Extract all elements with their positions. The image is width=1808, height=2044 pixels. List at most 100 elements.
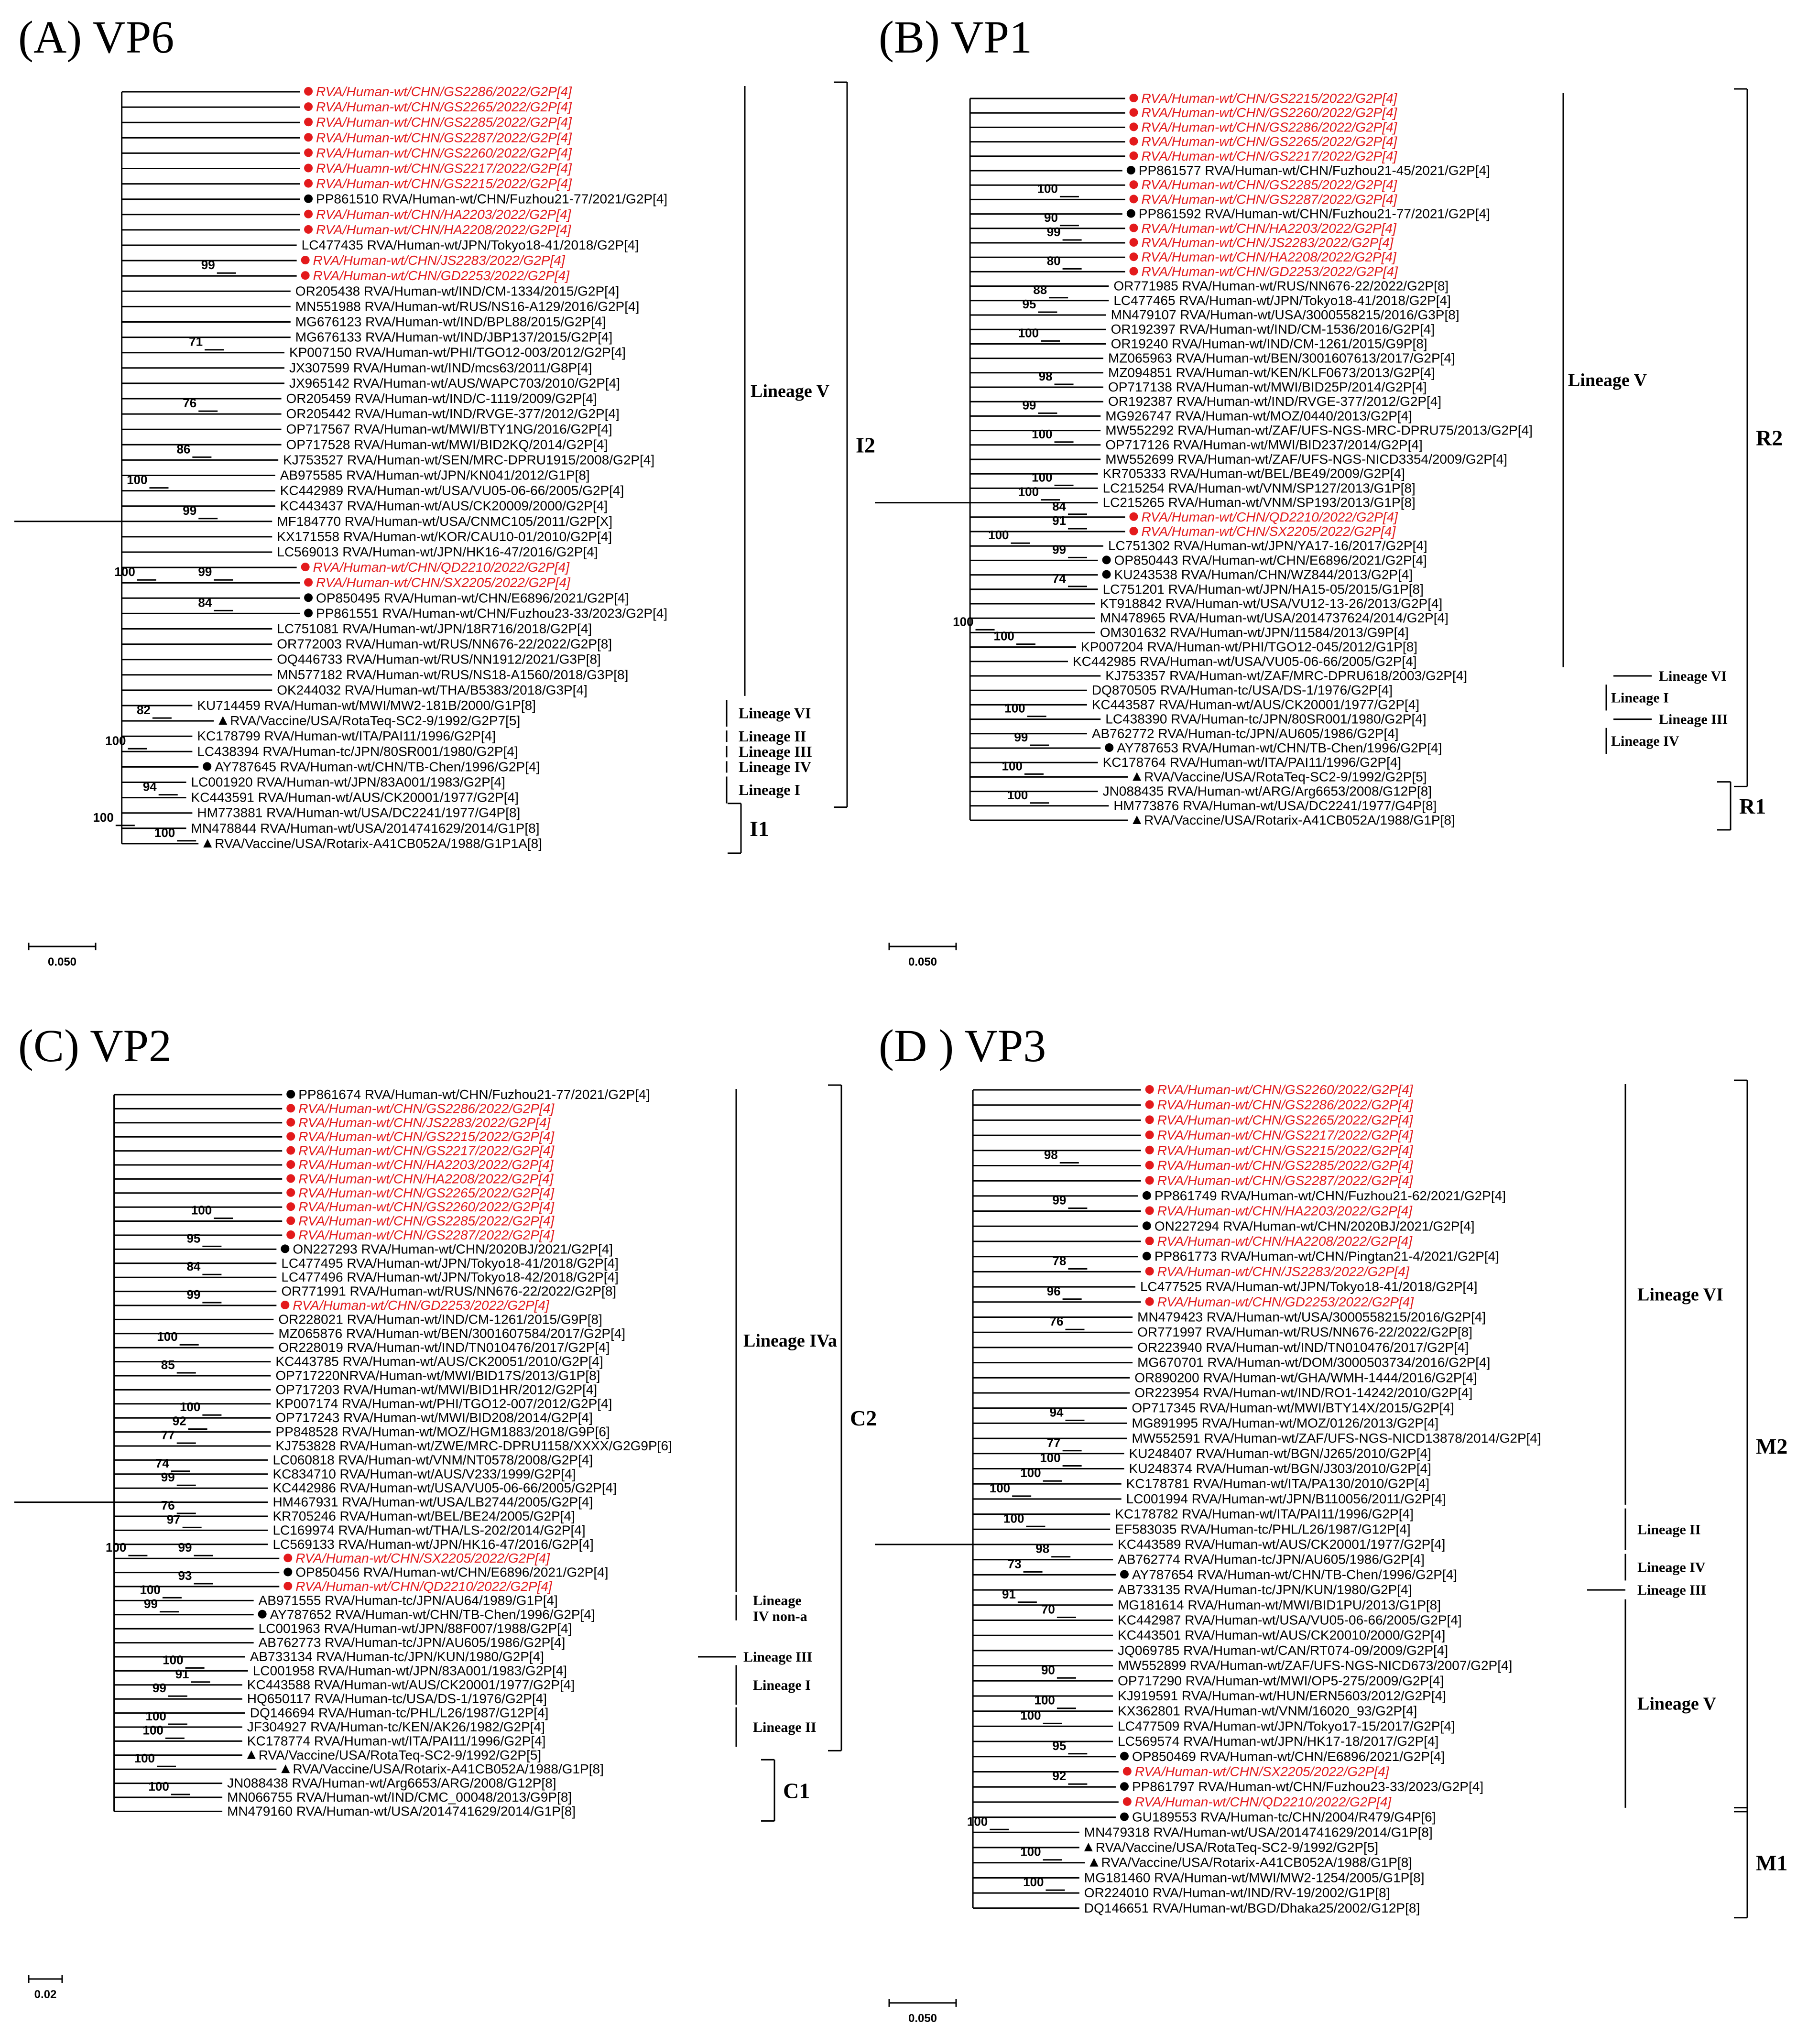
tip-label: OR228021 RVA/Human-wt/IND/CM-1261/2015/G… xyxy=(278,1312,602,1326)
panel-vp1: (B) VP1 RVA/Human-wt/CHN/GS2215/2022/G2P… xyxy=(860,0,1808,1009)
lineage-label: Lineage IV xyxy=(739,758,811,775)
tip-label: KU248374 RVA/Human-wt/BGN/J303/2010/G2P[… xyxy=(1129,1461,1431,1476)
bootstrap-value: 93 xyxy=(178,1568,192,1583)
tip-label: RVA/Vaccine/USA/RotaTeq-SC2-9/1992/G2P[5… xyxy=(259,1748,541,1762)
tip-label: AY787653 RVA/Human-wt/CHN/TB-Chen/1996/G… xyxy=(1117,740,1442,755)
bootstrap-value: 100 xyxy=(140,1582,161,1597)
tip-label: MG181614 RVA/Human-wt/MWI/BID1PU/2013/G1… xyxy=(1118,1598,1441,1612)
black-dot-icon xyxy=(1105,743,1114,752)
tip-label: KX362801 RVA/Human-wt/VNM/16020_93/G2P[4… xyxy=(1118,1704,1417,1718)
tip-label: LC569013 RVA/Human-wt/JPN/HK16-47/2016/G… xyxy=(277,544,598,559)
tip-label: RVA/Human-wt/CHN/GS2217/2022/G2P[4] xyxy=(1157,1128,1414,1142)
tip-label: MG926747 RVA/Human-wt/MOZ/0440/2013/G2P[… xyxy=(1105,408,1412,423)
red-dot-icon xyxy=(1145,1267,1154,1276)
tip-label: KC443591 RVA/Human-wt/AUS/CK20001/1977/G… xyxy=(191,790,519,805)
bootstrap-value: 78 xyxy=(1052,1253,1066,1268)
red-dot-icon xyxy=(286,1160,295,1169)
tip-label: RVA/Human-wt/CHN/HA2203/2022/G2P[4] xyxy=(1157,1204,1413,1218)
lineage-label: Lineage III xyxy=(743,1649,812,1665)
bootstrap-value: 100 xyxy=(1037,181,1058,196)
tip-label: KC443589 RVA/Human-wt/AUS/CK20001/1977/G… xyxy=(1118,1537,1445,1552)
tip-label: KT918842 RVA/Human-wt/USA/VU12-13-26/201… xyxy=(1100,596,1442,611)
vaccine-triangle-icon xyxy=(1133,772,1142,781)
tip-label: RVA/Human-wt/CHN/JS2283/2022/G2P[4] xyxy=(313,253,566,268)
tip-label: RVA/Human-wt/CHN/HA2208/2022/G2P[4] xyxy=(298,1171,554,1186)
red-dot-icon xyxy=(286,1132,295,1141)
genotype-label: M1 xyxy=(1756,1851,1787,1875)
bootstrap-value: 77 xyxy=(1047,1435,1061,1450)
vaccine-triangle-icon xyxy=(1084,1843,1093,1851)
red-dot-icon xyxy=(304,87,313,96)
red-dot-icon xyxy=(1129,151,1138,160)
panel-title: (D ) VP3 xyxy=(879,1020,1046,1071)
bootstrap-value: 100 xyxy=(1020,1466,1041,1480)
black-dot-icon xyxy=(1120,1570,1129,1579)
tip-label: KC443501 RVA/Human-wt/AUS/CK20010/2000/G… xyxy=(1118,1628,1445,1642)
tip-label: RVA/Human-wt/CHN/GS2285/2022/G2P[4] xyxy=(316,115,572,130)
lineage-label: Lineage VI xyxy=(1637,1285,1723,1305)
tip-label: MG891995 RVA/Human-wt/MOZ/0126/2013/G2P[… xyxy=(1132,1415,1438,1430)
tip-label: DQ146694 RVA/Human-tc/PHL/L26/1987/G12P[… xyxy=(250,1706,549,1720)
tip-label: AB733134 RVA/Human-tc/JPN/KUN/1980/G2P[4… xyxy=(250,1649,544,1664)
bootstrap-value: 99 xyxy=(1014,730,1028,744)
tip-label: JX965142 RVA/Human-wt/AUS/WAPC703/2010/G… xyxy=(289,376,620,391)
tip-label: RVA/Human-wt/CHN/GS2285/2022/G2P[4] xyxy=(1141,177,1397,192)
lineage-label: Lineage V xyxy=(751,381,830,402)
tip-label: MZ094851 RVA/Human-wt/KEN/KLF0673/2013/G… xyxy=(1108,365,1435,380)
tip-label: OR224010 RVA/Human-wt/IND/RV-19/2002/G1P… xyxy=(1084,1885,1390,1900)
tip-label: KU248407 RVA/Human-wt/BGN/J265/2010/G2P[… xyxy=(1129,1446,1431,1461)
tip-label: MW552699 RVA/Human-wt/ZAF/UFS-NGS-NICD33… xyxy=(1105,452,1507,467)
tip-label: AB971555 RVA/Human-tc/JPN/AU64/1989/G1P[… xyxy=(259,1593,558,1608)
panel-title: (C) VP2 xyxy=(18,1020,172,1071)
tip-label: GU189553 RVA/Human-tc/CHN/2004/R479/G4P[… xyxy=(1132,1810,1436,1825)
tip-label: ON227293 RVA/Human-wt/CHN/2020BJ/2021/G2… xyxy=(293,1241,613,1256)
tip-label: MN478844 RVA/Human-wt/USA/2014741629/201… xyxy=(191,821,540,836)
red-dot-icon xyxy=(304,225,313,234)
tip-label: RVA/Human-wt/CHN/GS2285/2022/G2P[4] xyxy=(1157,1158,1414,1173)
tip-label: JN088438 RVA/Human-wt/Arg6653/ARG/2008/G… xyxy=(227,1776,556,1791)
bootstrap-value: 85 xyxy=(161,1358,175,1372)
tip-label: OR19240 RVA/Human-wt/IND/CM-1261/2015/G9… xyxy=(1111,336,1427,351)
tip-label: HM773881 RVA/Human-wt/USA/DC2241/1977/G4… xyxy=(197,805,520,820)
tip-label: RVA/Human-wt/CHN/GS2260/2022/G2P[4] xyxy=(1141,105,1397,120)
tip-label: MN066755 RVA/Human-wt/IND/CMC_00048/2013… xyxy=(227,1790,572,1805)
tip-label: KC178799 RVA/Human-wt/ITA/PAI11/1996/G2P… xyxy=(197,728,496,743)
bootstrap-value: 100 xyxy=(1032,427,1052,441)
bootstrap-value: 95 xyxy=(1052,1739,1066,1753)
red-dot-icon xyxy=(286,1230,295,1239)
black-dot-icon xyxy=(1120,1812,1129,1821)
bootstrap-value: 99 xyxy=(1052,542,1066,556)
red-dot-icon xyxy=(286,1188,295,1197)
tip-label: RVA/Human-wt/CHN/GS2265/2022/G2P[4] xyxy=(316,99,572,114)
tip-label: RVA/Human-wt/CHN/QD2210/2022/G2P[4] xyxy=(1135,1794,1392,1809)
red-dot-icon xyxy=(286,1104,295,1113)
red-dot-icon xyxy=(286,1174,295,1183)
tip-label: RVA/Human-wt/CHN/HA2203/2022/G2P[4] xyxy=(316,207,572,222)
bootstrap-value: 100 xyxy=(1018,485,1039,499)
tip-label: LC477495 RVA/Human-wt/JPN/Tokyo18-41/201… xyxy=(281,1256,619,1271)
genotype-label: M2 xyxy=(1756,1434,1787,1458)
lineage-label: Lineage III xyxy=(1659,712,1728,728)
black-dot-icon xyxy=(281,1244,290,1253)
tip-label: KR705246 RVA/Human-wt/BEL/BE24/2005/G2P[… xyxy=(272,1509,575,1523)
tip-label: RVA/Vaccine/USA/RotaTeq-SC2-9/1992/G2P7[… xyxy=(230,713,520,728)
tip-label: RVA/Human-wt/CHN/GS2260/2022/G2P[4] xyxy=(1157,1082,1414,1097)
bootstrap-value: 73 xyxy=(1008,1556,1022,1571)
lineage-label: Lineage II xyxy=(753,1719,817,1735)
bootstrap-value: 100 xyxy=(142,1723,163,1737)
tip-label: OR205459 RVA/Human-wt/IND/C-1119/2009/G2… xyxy=(286,391,597,406)
panel-title: (B) VP1 xyxy=(879,11,1032,63)
tip-label: LC751201 RVA/Human-wt/JPN/HA15-05/2015/G… xyxy=(1103,582,1424,597)
tip-label: OR205438 RVA/Human-wt/IND/CM-1334/2015/G… xyxy=(295,283,620,298)
red-dot-icon xyxy=(286,1146,295,1155)
tip-label: PP848528 RVA/Human-wt/MOZ/HGM1883/2018/G… xyxy=(275,1424,610,1439)
tip-label: MZ065963 RVA/Human-wt/BEN/3001607613/201… xyxy=(1108,351,1455,366)
red-dot-icon xyxy=(304,102,313,111)
tip-label: PP861510 RVA/Human-wt/CHN/Fuzhou21-77/20… xyxy=(316,192,667,207)
scale-bar-label: 0.02 xyxy=(34,1988,57,2001)
bootstrap-value: 76 xyxy=(1050,1314,1064,1328)
bootstrap-value: 100 xyxy=(134,1751,155,1765)
black-dot-icon xyxy=(1142,1251,1151,1261)
tip-label: LC169974 RVA/Human-wt/THA/LS-202/2014/G2… xyxy=(272,1522,585,1537)
lineage-label: Lineage III xyxy=(739,743,812,760)
